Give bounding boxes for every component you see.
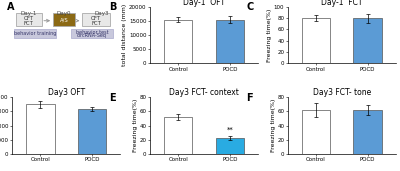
Title: Day-1  FCT: Day-1 FCT	[321, 0, 362, 7]
Title: Day3 FCT- tone: Day3 FCT- tone	[313, 88, 371, 97]
Text: E: E	[109, 93, 115, 103]
Y-axis label: total distance (mm): total distance (mm)	[122, 4, 128, 66]
FancyBboxPatch shape	[16, 13, 42, 26]
Bar	[354, 110, 382, 154]
FancyBboxPatch shape	[53, 13, 75, 26]
Bar	[354, 18, 382, 63]
Text: A: A	[6, 2, 14, 12]
Text: FCT: FCT	[91, 21, 101, 26]
Bar	[302, 18, 330, 63]
Title: Day3 OFT: Day3 OFT	[48, 88, 85, 97]
Text: Day-1: Day-1	[20, 11, 36, 16]
Text: circRNA-Seq: circRNA-Seq	[77, 34, 107, 38]
Y-axis label: Freezing time(%): Freezing time(%)	[133, 99, 138, 152]
Bar	[164, 117, 192, 154]
Bar	[78, 109, 106, 154]
Bar	[216, 138, 244, 154]
FancyBboxPatch shape	[82, 13, 110, 26]
Text: Day3: Day3	[95, 11, 109, 16]
Text: Day0: Day0	[57, 11, 71, 16]
Bar	[164, 19, 192, 63]
Title: Day-1  OFT: Day-1 OFT	[183, 0, 225, 7]
Y-axis label: Freezing time(%): Freezing time(%)	[271, 99, 276, 152]
Text: OFT: OFT	[91, 16, 101, 21]
Text: OFT: OFT	[24, 16, 34, 21]
Title: Day3 FCT- context: Day3 FCT- context	[169, 88, 239, 97]
Bar	[302, 110, 330, 154]
Bar	[26, 104, 54, 154]
Text: FCT: FCT	[24, 21, 34, 26]
FancyBboxPatch shape	[14, 29, 56, 38]
Text: **: **	[226, 127, 233, 133]
Text: B: B	[109, 2, 116, 12]
Text: behavior training: behavior training	[14, 31, 56, 36]
Text: C: C	[246, 2, 254, 12]
FancyBboxPatch shape	[71, 29, 113, 38]
Bar	[216, 19, 244, 63]
Text: F: F	[246, 93, 253, 103]
Text: A/S: A/S	[60, 17, 68, 22]
Y-axis label: Freezing time(%): Freezing time(%)	[267, 8, 272, 62]
Text: behavior test: behavior test	[76, 30, 108, 35]
